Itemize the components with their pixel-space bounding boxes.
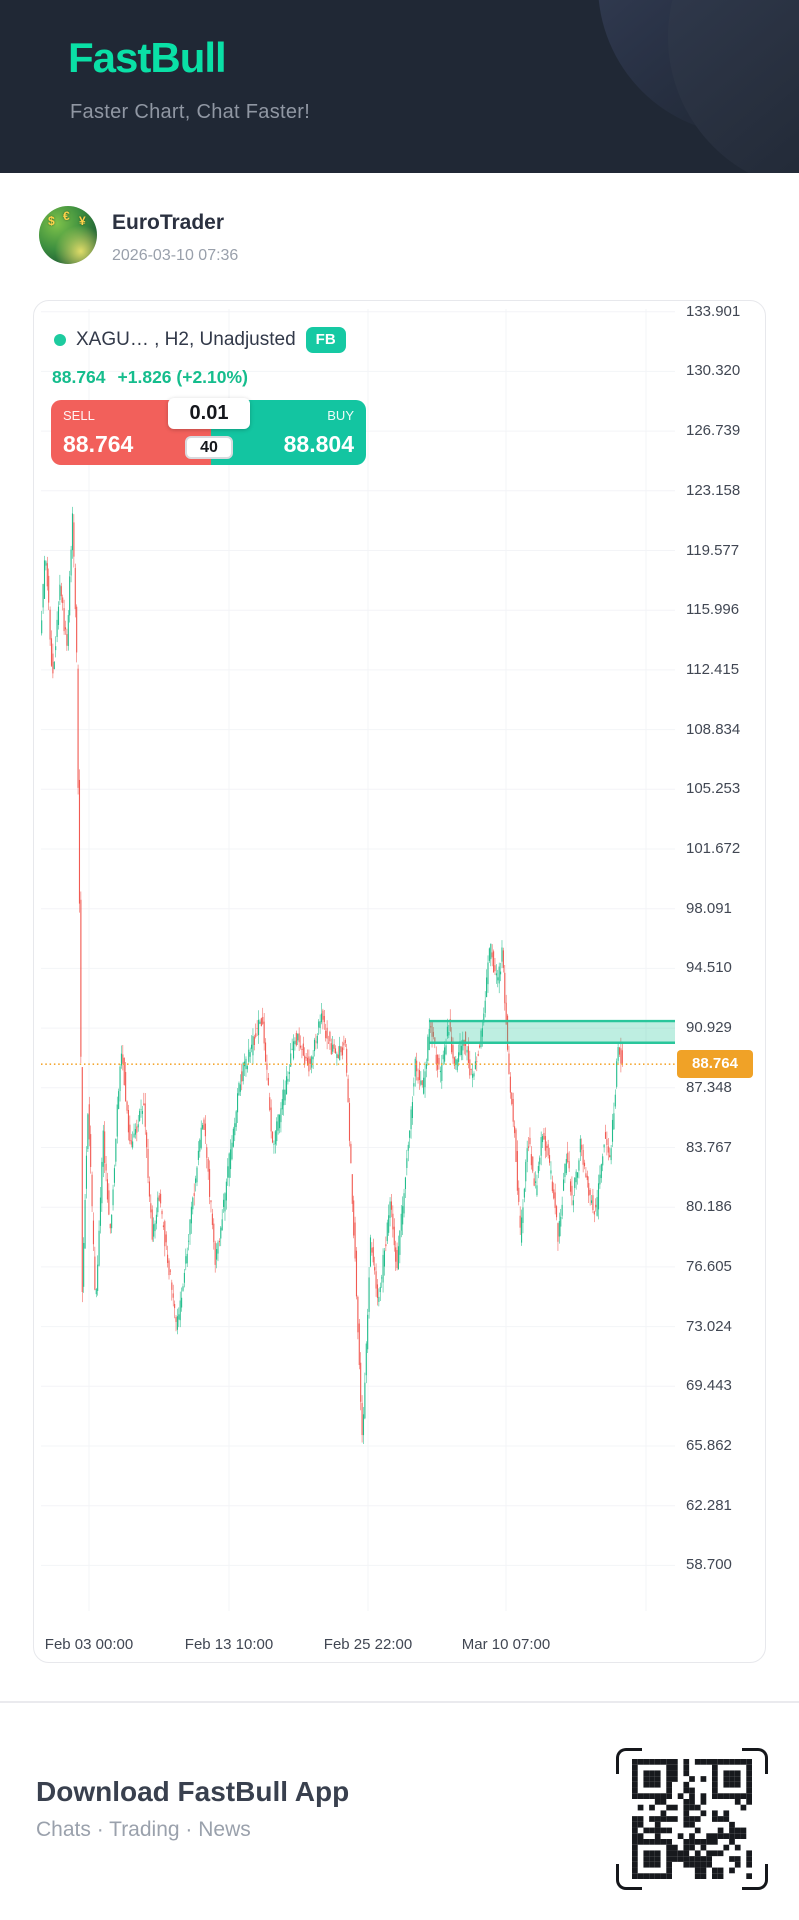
post-timestamp: 2026-03-10 07:36 [112,247,239,264]
x-tick-label: Feb 25 22:00 [323,1636,413,1653]
candlestick-chart[interactable] [34,301,767,1664]
qr-corner-icon [616,1748,642,1774]
x-tick-label: Mar 10 07:00 [461,1636,551,1653]
y-tick-label: 83.767 [686,1138,732,1156]
fastbull-logo: FastBull [68,34,227,81]
avatar[interactable]: $ € ¥ [39,206,97,264]
sell-button[interactable]: SELL 88.764 [51,400,211,465]
y-tick-label: 65.862 [686,1437,732,1454]
download-subtitle: Chats · Trading · News [36,1818,251,1841]
crescent-moon-overlay-icon [668,0,799,173]
y-tick-label: 90.929 [686,1019,732,1037]
y-tick-label: 73.024 [686,1317,732,1335]
y-tick-label: 94.510 [686,959,732,977]
y-tick-label: 58.700 [686,1556,732,1574]
y-tick-label: 98.091 [686,899,732,917]
price-line: 88.764 +1.826 (+2.10%) [52,367,248,388]
fb-badge: FB [305,327,346,353]
y-tick-label: 80.186 [686,1198,732,1216]
y-tick-label: 62.281 [686,1496,732,1514]
last-price-text: 88.764 [52,367,106,387]
y-tick-label: 130.320 [686,362,741,380]
download-title: Download FastBull App [36,1776,350,1807]
sell-label: SELL [63,408,95,423]
x-tick-label: Feb 13 10:00 [184,1636,274,1653]
last-price-tag: 88.764 [677,1050,753,1078]
dollar-glyph: $ [48,214,55,228]
y-tick-label: 133.901 [686,302,741,320]
qr-code [616,1748,768,1890]
y-tick-label: 69.443 [686,1377,732,1395]
chart-card: XAGU… , H2, Unadjusted FB 88.764 +1.826 (… [33,300,766,1663]
qr-corner-icon [742,1748,768,1774]
y-tick-label: 115.996 [686,601,740,619]
x-tick-label: Feb 03 00:00 [44,1636,134,1653]
y-tick-label: 119.577 [686,541,740,559]
y-tick-label: 87.348 [686,1078,732,1096]
app-tagline: Faster Chart, Chat Faster! [70,101,311,123]
y-tick-label: 101.672 [686,840,741,857]
trade-widget: SELL 88.764 BUY 88.804 0.01 40 [51,398,366,465]
symbol-dot-icon [54,334,66,346]
euro-glyph: € [63,209,70,223]
volume-box[interactable]: 0.01 [168,398,250,429]
qr-corner-icon [616,1864,642,1890]
symbol-selector[interactable]: XAGU… , H2, Unadjusted FB [54,326,346,354]
y-tick-label: 123.158 [686,481,741,499]
author-name[interactable]: EuroTrader [112,211,225,234]
footer-divider [0,1701,799,1703]
y-tick-label: 126.739 [686,422,741,440]
qr-corner-icon [742,1864,768,1890]
app-header: FastBull Faster Chart, Chat Faster! [0,0,799,173]
yen-glyph: ¥ [79,214,86,228]
symbol-label: XAGU… , H2, Unadjusted [76,329,296,350]
spread-box: 40 [185,436,233,459]
y-tick-label: 76.605 [686,1257,732,1275]
price-change-text: +1.826 (+2.10%) [117,367,248,387]
buy-price: 88.804 [283,431,354,457]
y-tick-label: 112.415 [686,660,740,678]
y-tick-label: 105.253 [686,780,741,798]
sell-price: 88.764 [63,431,134,457]
y-tick-label: 108.834 [686,720,741,738]
qr-code-image [632,1759,752,1879]
buy-label: BUY [327,408,354,423]
